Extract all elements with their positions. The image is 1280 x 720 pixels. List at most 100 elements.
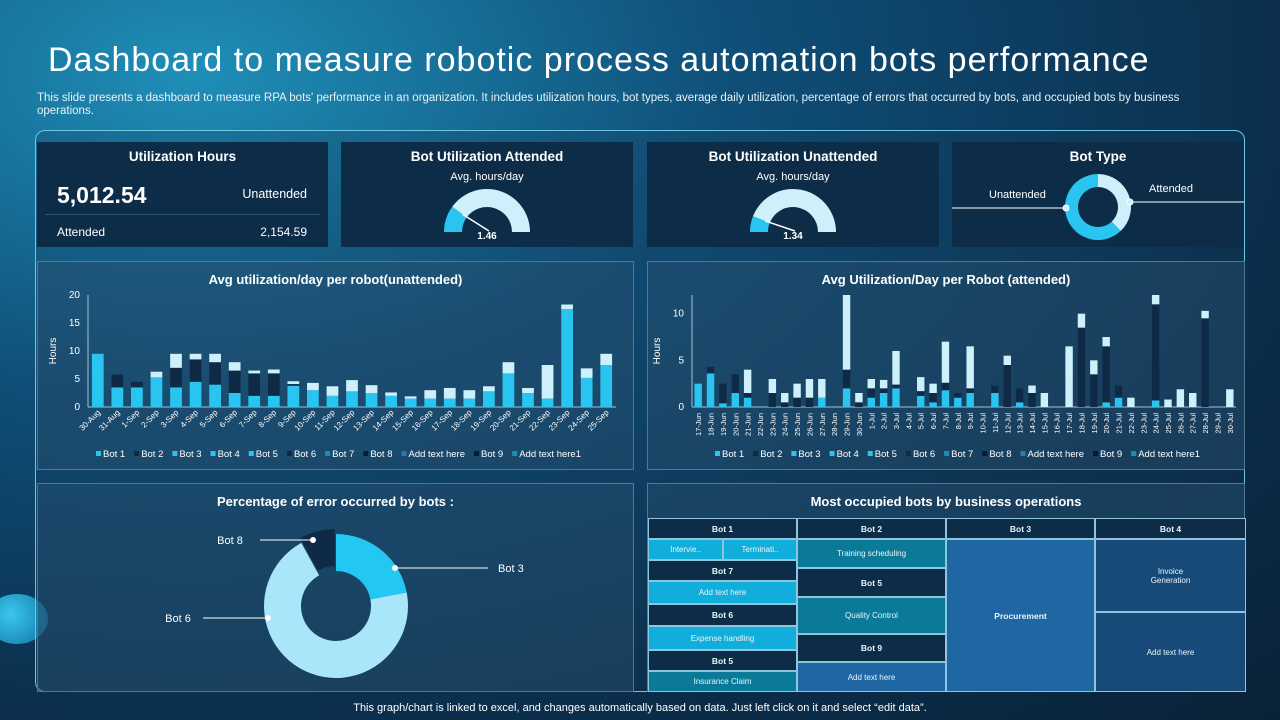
leader-dot: [310, 537, 316, 543]
treemap-bot-header: Bot 9: [797, 634, 946, 662]
bar-segment: [793, 397, 801, 407]
utilization-hours-card: Utilization Hours 5,012.54 Unattended At…: [37, 142, 328, 247]
bar-segment: [541, 365, 554, 399]
bar-segment: [1028, 385, 1036, 393]
decorative-orb: [0, 594, 48, 644]
gauge-fill: [750, 216, 770, 232]
chart-title: Avg utilization/day per robot(unattended…: [208, 272, 463, 287]
leader-dot: [265, 615, 271, 621]
legend-item: Bot 5: [256, 449, 278, 460]
treemap-bot-header: Bot 4: [1095, 518, 1246, 539]
x-tick-label: 27-Jun: [818, 413, 827, 436]
x-tick-label: 24-Jun: [781, 413, 790, 436]
bar-segment: [966, 388, 974, 393]
legend-item: Bot 8: [989, 449, 1011, 460]
x-tick-label: 30-Jun: [855, 413, 864, 436]
x-tick-label: 29-Jun: [843, 413, 852, 436]
gauge-value: 1.34: [783, 231, 803, 242]
bar-segment: [1151, 304, 1160, 401]
legend-swatch: [905, 451, 911, 456]
x-tick-label: 1-Jul: [867, 413, 876, 430]
bar-segment: [991, 385, 999, 393]
gauge-needle: [462, 213, 490, 232]
bar-segment: [793, 383, 801, 398]
x-tick-label: 3-Sep: [159, 408, 181, 430]
bar-segment: [561, 304, 573, 309]
gauge-remainder: [452, 189, 530, 232]
bar-segment: [443, 387, 456, 399]
legend-swatch: [134, 451, 140, 456]
y-tick-label: 10: [673, 309, 685, 320]
bar-segment: [731, 393, 739, 407]
x-tick-label: 1-Sep: [120, 408, 142, 430]
bar-segment: [209, 362, 221, 385]
attended-label: Attended: [57, 225, 106, 239]
legend-swatch: [363, 451, 369, 456]
gauge-subtitle: Avg. hours/day: [756, 171, 830, 183]
chart-title: Most occupied bots by business operation…: [810, 494, 1082, 509]
bar-segment: [1226, 389, 1234, 407]
bar-segment: [818, 379, 826, 398]
y-tick-label: 15: [69, 318, 81, 329]
bar-segment: [483, 386, 495, 392]
y-tick-label: 20: [69, 290, 81, 301]
legend-swatch: [401, 451, 407, 456]
gauge-fill: [444, 206, 467, 232]
bar-segment: [879, 393, 888, 407]
bar-segment: [287, 385, 300, 407]
x-tick-label: 8-Sep: [257, 408, 279, 430]
bar-segment: [867, 397, 875, 407]
legend-item: Bot 4: [218, 449, 240, 460]
unattended-chart-panel: Avg utilization/day per robot(unattended…: [37, 261, 634, 470]
bar-segment: [209, 384, 221, 407]
bar-segment: [1102, 346, 1110, 403]
bar-segment: [189, 381, 202, 407]
x-tick-label: 5-Sep: [198, 408, 220, 430]
legend-item: Add text here1: [1138, 449, 1200, 460]
leader-dot: [1126, 198, 1134, 206]
bar-segment: [1090, 374, 1098, 407]
bar-segment: [781, 402, 789, 407]
legend-swatch: [1020, 451, 1026, 456]
x-tick-label: 20-Jun: [731, 413, 740, 436]
bot-type-donut: [952, 174, 1244, 240]
y-tick-label: 10: [69, 346, 81, 357]
bar-segment: [424, 398, 437, 407]
bar-segment: [1090, 360, 1098, 375]
chart-title: Percentage of error occurred by bots :: [217, 494, 454, 509]
x-tick-label: 7-Sep: [237, 408, 259, 430]
bot-type-card: Bot Type Unattended Attended: [952, 142, 1244, 247]
bar-segment: [385, 395, 397, 407]
x-tick-label: 15-Jul: [1040, 413, 1049, 434]
legend-swatch: [512, 451, 518, 456]
gauge-remainder: [753, 188, 836, 232]
x-tick-label: 8-Jul: [954, 413, 963, 430]
legend-swatch: [867, 451, 873, 456]
legend-item: Bot 7: [332, 449, 354, 460]
x-tick-label: 19-Jul: [1090, 413, 1099, 434]
x-tick-label: 26-Jul: [1176, 413, 1185, 434]
attended-gauge: [444, 189, 530, 232]
bar-segment: [1065, 346, 1073, 407]
unattended-label: Unattended: [242, 187, 307, 201]
bar-segment: [1003, 365, 1011, 407]
bar-segment: [892, 384, 900, 389]
bar-segment: [228, 393, 241, 407]
x-tick-label: 13-Jul: [1016, 413, 1025, 434]
chart-title: Avg Utilization/Day per Robot (attended): [821, 272, 1071, 287]
bar-segment: [805, 397, 814, 407]
bar-segment: [941, 382, 950, 391]
gauge-subtitle: Avg. hours/day: [450, 171, 524, 183]
bar-segment: [941, 341, 950, 383]
bar-segment: [917, 377, 925, 392]
bar-segment: [991, 393, 999, 407]
y-tick-label: 5: [74, 374, 80, 385]
legend-item: Add text here: [409, 449, 466, 460]
x-tick-label: 17-Jun: [694, 413, 703, 436]
bar-segment: [842, 295, 851, 370]
bar-segment: [248, 373, 261, 396]
slice-attended: [1098, 174, 1131, 232]
bar-segment: [1151, 295, 1160, 305]
slice-label: Bot 3: [498, 563, 524, 575]
bar-segment: [580, 368, 593, 378]
